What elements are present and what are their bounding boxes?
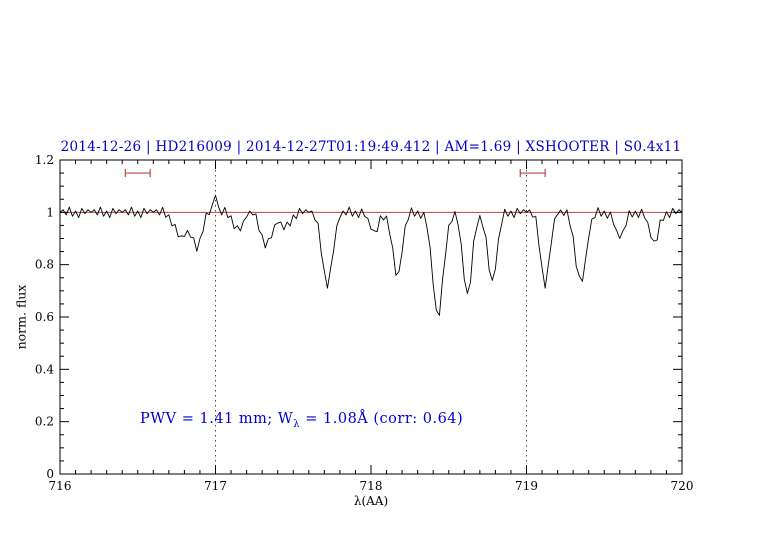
y-tick-label: 0.8 [35, 258, 54, 272]
y-tick-label: 0.6 [35, 310, 54, 324]
plot-title: 2014-12-26 | HD216009 | 2014-12-27T01:19… [60, 139, 682, 155]
x-tick-label: 720 [671, 479, 694, 493]
y-tick-label: 0.4 [35, 362, 54, 376]
spectrum-line [59, 194, 683, 316]
y-axis-label: norm. flux [13, 284, 29, 350]
x-axis-label: λ(AA) [353, 494, 389, 508]
x-tick-label: 718 [360, 479, 383, 493]
x-tick-label: 719 [515, 479, 538, 493]
x-tick-label: 717 [204, 479, 227, 493]
annotation-suffix: = 1.08Å (corr: 0.64) [300, 411, 464, 427]
y-tick-label: 0.2 [35, 415, 54, 429]
y-tick-label: 1 [46, 205, 54, 219]
annotation-lambda-subscript: λ [293, 418, 301, 430]
y-tick-label: 0 [46, 467, 54, 481]
pwv-annotation: PWV = 1.41 mm; Wλ = 1.08Å (corr: 0.64) [140, 411, 463, 430]
y-tick-label: 1.2 [35, 153, 54, 167]
x-tick-label: 716 [49, 479, 72, 493]
annotation-prefix: PWV = 1.41 mm; W [140, 411, 294, 427]
